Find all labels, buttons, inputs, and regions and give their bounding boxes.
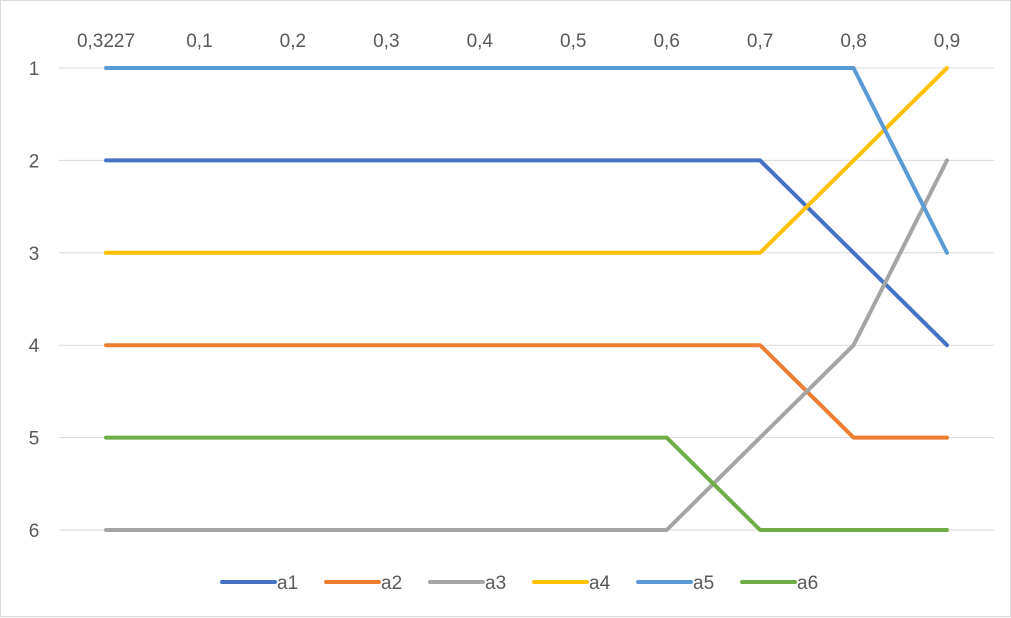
series-line-a3 [104,158,949,532]
legend-item-a4: a4 [532,573,611,594]
x-tick-label: 0,3227 [77,31,135,52]
y-tick-label: 6 [29,521,40,542]
y-tick-label: 2 [29,151,40,172]
legend-label: a3 [485,573,506,594]
legend-item-a6: a6 [740,573,818,594]
x-tick-label: 0,9 [934,31,960,52]
x-tick-label: 0,3 [373,31,399,52]
y-tick-label: 3 [29,244,40,265]
legend-label: a2 [381,573,402,594]
legend-label: a4 [589,573,611,594]
legend-label: a5 [693,573,714,594]
gridlines [59,67,994,531]
x-tick-label: 0,2 [280,31,306,52]
x-tick-label: 0,7 [747,31,773,52]
x-tick-label: 0,6 [653,31,679,52]
legend-item-a5: a5 [636,573,714,594]
legend-label: a1 [277,573,298,594]
legend-item-a3: a3 [428,573,506,594]
series-lines [104,66,949,532]
x-tick-label: 0,4 [467,31,494,52]
y-tick-label: 1 [29,59,40,80]
x-tick-label: 0,5 [560,31,586,52]
legend: a1 a2 a3 a4 a5 a6 [220,573,818,594]
series-line-a4 [104,66,949,255]
legend-label: a6 [797,573,818,594]
x-axis-tick-labels: 0,3227 0,1 0,2 0,3 0,4 0,5 0,6 0,7 0,8 0,9 [77,31,960,52]
x-tick-label: 0,8 [840,31,866,52]
y-tick-label: 4 [29,336,40,357]
series-line-a5 [104,66,949,255]
y-tick-label: 5 [29,429,40,450]
series-line-a6 [104,435,949,532]
legend-item-a1: a1 [220,573,298,594]
legend-item-a2: a2 [324,573,402,594]
y-axis-tick-labels: 1 2 3 4 5 6 [29,59,40,542]
series-line-a2 [104,343,949,440]
x-tick-label: 0,1 [186,31,212,52]
